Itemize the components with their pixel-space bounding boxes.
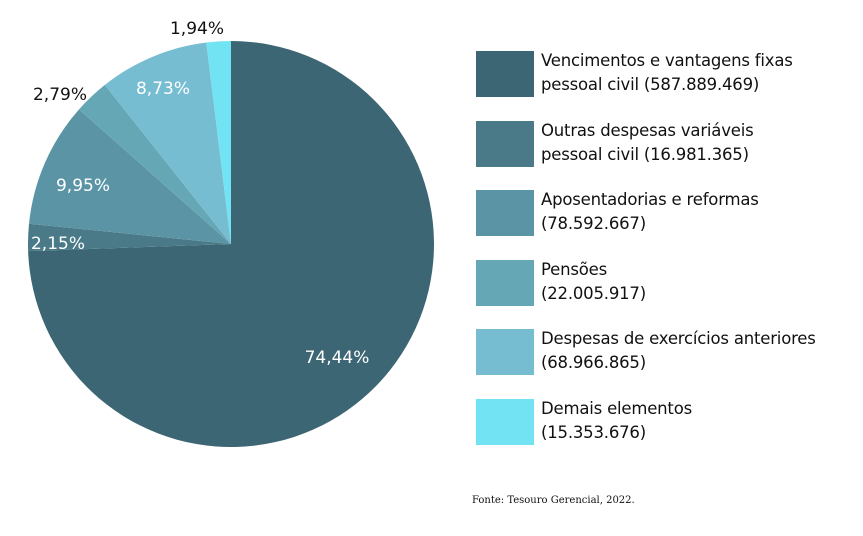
pie-slice [28, 223, 232, 252]
slice-label: 2,79% [33, 85, 87, 105]
slice-label: 9,95% [56, 176, 110, 196]
legend-label-line: Vencimentos e vantagens fixas [541, 51, 793, 70]
legend-label-line: (15.353.676) [541, 422, 646, 442]
legend-label: Outras despesas variáveis pessoal civil (… [541, 119, 754, 167]
legend-swatch [476, 190, 534, 236]
legend-label-line: pessoal civil (587.889.469) [541, 75, 760, 94]
legend-swatch [476, 329, 534, 375]
legend-label-line: (78.592.667) [541, 214, 646, 233]
legend-label: Demais elementos (15.353.676) [541, 397, 692, 445]
slice-label: 74,44% [305, 348, 370, 368]
source-note: Fonte: Tesouro Gerencial, 2022. [472, 495, 635, 506]
legend-swatch [476, 51, 534, 97]
legend-label: Pensões (22.005.917) [541, 258, 646, 306]
legend-label-line: pessoal civil (16.981.365) [541, 144, 749, 164]
legend-label-line: Aposentadorias e reformas [541, 190, 759, 209]
legend-label-line: Outras despesas variáveis [541, 120, 754, 140]
legend-swatch [476, 398, 534, 445]
legend-label-line: Despesas de exercícios anteriores [541, 329, 816, 348]
pie-slice [29, 109, 232, 244]
pie-slice [104, 42, 231, 245]
pie-slice [28, 41, 435, 448]
legend-label-line: Pensões [541, 259, 608, 279]
legend-swatch [476, 120, 534, 167]
slice-label: 8,73% [136, 79, 190, 99]
legend-swatch [476, 259, 534, 306]
pie-slice [79, 84, 231, 244]
legend-label-line: (22.005.917) [541, 283, 646, 303]
slice-label: 1,94% [170, 19, 224, 39]
legend-label: Aposentadorias e reformas (78.592.667) [541, 188, 759, 236]
legend-label: Despesas de exercícios anteriores (68.966… [541, 327, 816, 375]
legend-label-line: Demais elementos [541, 398, 692, 418]
slice-label: 2,15% [31, 234, 85, 254]
legend-label: Vencimentos e vantagens fixas pessoal civ… [541, 49, 793, 97]
legend-label-line: (68.966.865) [541, 353, 646, 372]
pie-slice [206, 41, 231, 244]
